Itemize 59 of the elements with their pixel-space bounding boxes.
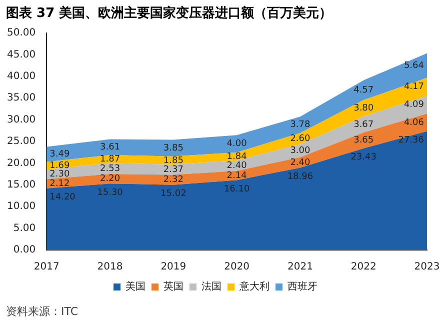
data-label: 16.10 [224, 184, 250, 194]
data-label: 3.78 [290, 120, 310, 130]
chart-title: 图表 37 美国、欧洲主要国家变压器进口额（百万美元） [5, 4, 334, 23]
data-label: 15.02 [160, 189, 186, 200]
y-tick-label: 20.00 [6, 158, 36, 169]
data-label: 3.61 [100, 142, 120, 152]
data-label: 3.85 [163, 143, 184, 154]
y-tick-label: 5.00 [13, 222, 36, 234]
x-tick-label: 2021 [287, 262, 313, 273]
x-tick-label: 2020 [224, 262, 250, 273]
data-label: 4.57 [354, 85, 374, 96]
data-label: 5.64 [404, 60, 424, 71]
data-label: 2.40 [226, 160, 248, 171]
data-label: 2.60 [290, 134, 310, 144]
data-label: 3.49 [50, 150, 70, 160]
data-label: 15.30 [97, 188, 124, 198]
x-tick-label: 2023 [414, 262, 440, 273]
data-label: 1.84 [226, 152, 248, 162]
data-label: 1.87 [100, 154, 120, 164]
data-label: 18.96 [287, 172, 314, 182]
legend-label: 法国 [202, 280, 222, 293]
data-label: 23.43 [350, 152, 376, 163]
data-label: 2.40 [290, 158, 310, 168]
data-label: 2.20 [100, 174, 120, 184]
data-label: 2.53 [100, 164, 120, 174]
data-label: 2.37 [163, 164, 184, 175]
y-tick-label: 25.00 [6, 136, 36, 148]
data-label: 2.14 [226, 170, 248, 181]
data-label: 27.36 [398, 136, 424, 146]
x-tick-label: 2017 [34, 262, 60, 273]
data-label: 3.80 [354, 104, 374, 114]
data-label: 4.00 [226, 139, 248, 150]
data-label: 1.85 [163, 156, 184, 166]
legend-label: 西班牙 [288, 280, 318, 293]
data-label: 2.12 [50, 179, 70, 190]
y-tick-label: 35.00 [6, 92, 36, 104]
x-tick-label: 2019 [160, 262, 186, 273]
y-tick-label: 40.00 [6, 70, 36, 82]
y-tick-label: 0.00 [13, 244, 36, 256]
data-label: 3.67 [354, 120, 374, 130]
data-label: 4.17 [404, 82, 424, 92]
x-tick-label: 2018 [97, 262, 123, 273]
y-tick-label: 15.00 [6, 179, 36, 190]
legend-label: 英国 [164, 280, 184, 293]
x-tick-label: 2022 [350, 262, 376, 273]
y-tick-label: 30.00 [6, 114, 36, 126]
legend-label: 美国 [126, 280, 146, 293]
data-label: 3.65 [354, 136, 374, 146]
y-tick-label: 50.00 [6, 28, 36, 39]
y-tick-label: 45.00 [6, 49, 36, 60]
data-label: 4.06 [404, 118, 424, 128]
data-label: 4.09 [404, 100, 424, 110]
y-tick-label: 10.00 [6, 201, 36, 212]
data-label: 2.32 [163, 175, 184, 186]
data-label: 14.20 [50, 192, 76, 203]
text: 资料来源：ITC [5, 304, 79, 320]
data-label: 3.00 [290, 146, 310, 156]
legend-label: 意大利 [238, 280, 270, 293]
data-label: 2.30 [50, 170, 70, 180]
